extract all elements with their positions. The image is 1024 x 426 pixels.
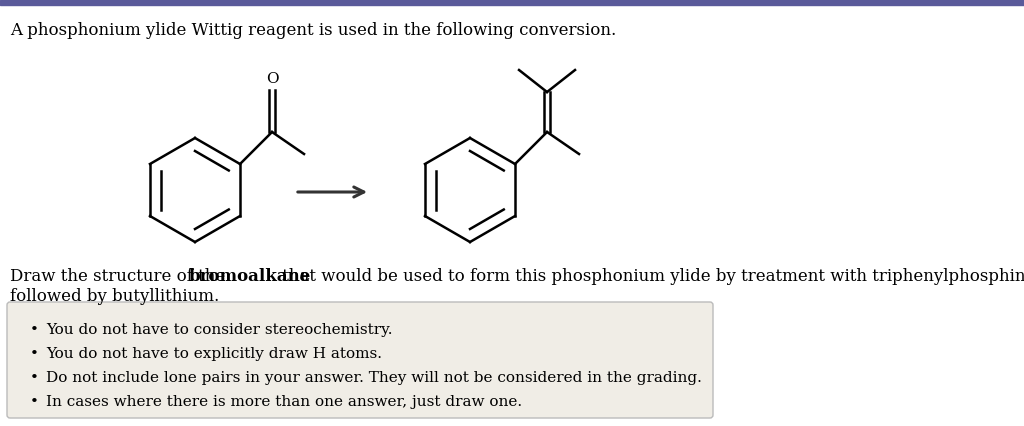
Text: A phosphonium ylide Wittig reagent is used in the following conversion.: A phosphonium ylide Wittig reagent is us… (10, 22, 616, 39)
Text: •: • (30, 371, 39, 385)
Text: bromoalkane: bromoalkane (189, 268, 311, 285)
FancyBboxPatch shape (7, 302, 713, 418)
Text: You do not have to explicitly draw H atoms.: You do not have to explicitly draw H ato… (46, 347, 382, 361)
Text: that would be used to form this phosphonium ylide by treatment with triphenylpho: that would be used to form this phosphon… (278, 268, 1024, 285)
Text: In cases where there is more than one answer, just draw one.: In cases where there is more than one an… (46, 395, 522, 409)
Text: Draw the structure of the: Draw the structure of the (10, 268, 230, 285)
Text: followed by butyllithium.: followed by butyllithium. (10, 288, 219, 305)
Bar (0, 0, 1024, 5)
Text: •: • (30, 347, 39, 361)
Text: •: • (30, 395, 39, 409)
Text: You do not have to consider stereochemistry.: You do not have to consider stereochemis… (46, 323, 392, 337)
Text: O: O (265, 72, 279, 86)
Text: •: • (30, 323, 39, 337)
Text: Do not include lone pairs in your answer. They will not be considered in the gra: Do not include lone pairs in your answer… (46, 371, 701, 385)
